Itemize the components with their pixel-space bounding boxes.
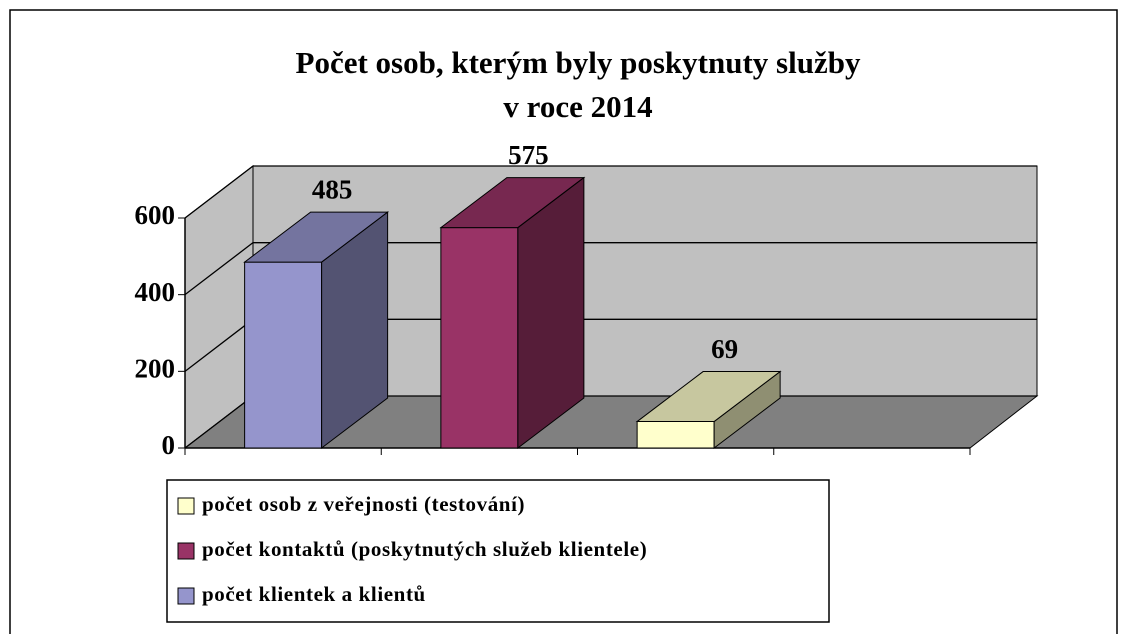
legend bbox=[166, 479, 830, 623]
legend-label: počet klientek a klientů bbox=[202, 582, 426, 606]
bar-top bbox=[635, 371, 782, 423]
legend-swatch bbox=[177, 542, 195, 560]
bar-front bbox=[636, 421, 715, 449]
y-tick-label: 0 bbox=[162, 430, 176, 460]
chart-title: Počet osob, kterým byly poskytnuty služb… bbox=[296, 45, 861, 80]
bar-top bbox=[243, 211, 390, 263]
bar bbox=[635, 370, 782, 450]
data-label: 69 bbox=[711, 334, 738, 364]
bar-top bbox=[439, 177, 586, 229]
chart-title: v roce 2014 bbox=[503, 89, 652, 124]
grid-line bbox=[184, 242, 1037, 296]
data-label: 575 bbox=[508, 140, 549, 170]
y-tick-label: 600 bbox=[135, 200, 176, 230]
legend-swatch bbox=[177, 587, 195, 605]
bar-front bbox=[244, 261, 323, 449]
bar bbox=[439, 176, 586, 450]
y-tick-label: 200 bbox=[135, 354, 176, 384]
bar bbox=[243, 211, 390, 450]
y-tick-label: 400 bbox=[135, 277, 176, 307]
bar-front bbox=[440, 227, 519, 449]
legend-swatch bbox=[177, 497, 195, 515]
legend-label: počet osob z veřejnosti (testování) bbox=[202, 492, 525, 516]
legend-label: počet kontaktů (poskytnutých služeb klie… bbox=[202, 537, 647, 561]
grid-line bbox=[184, 165, 1037, 219]
data-label: 485 bbox=[312, 174, 353, 204]
